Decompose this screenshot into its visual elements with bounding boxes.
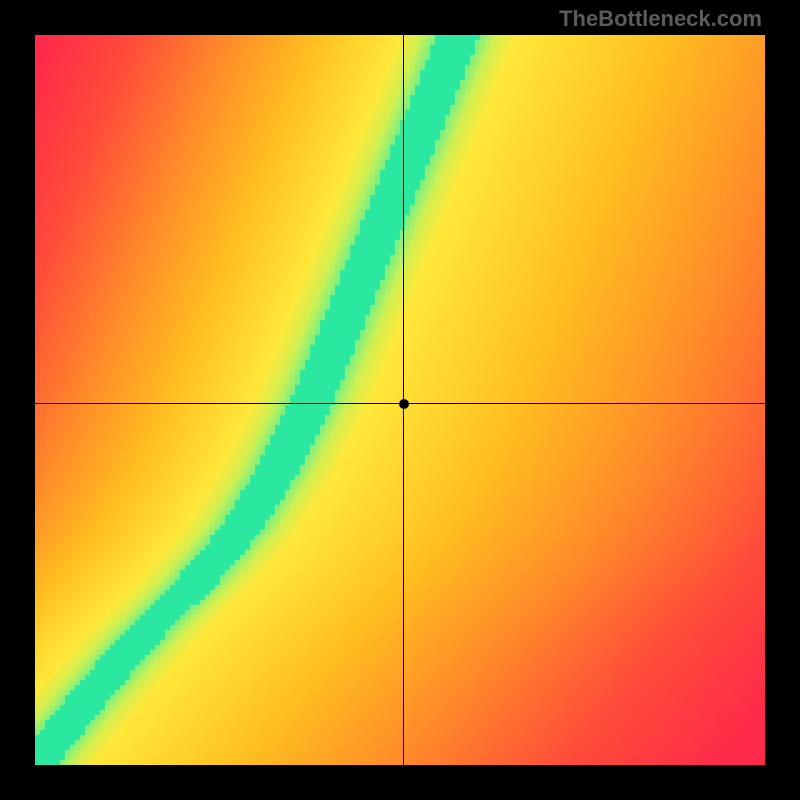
- plot-area: [35, 35, 765, 765]
- watermark-text: TheBottleneck.com: [559, 6, 762, 32]
- crosshair-marker: [399, 399, 409, 409]
